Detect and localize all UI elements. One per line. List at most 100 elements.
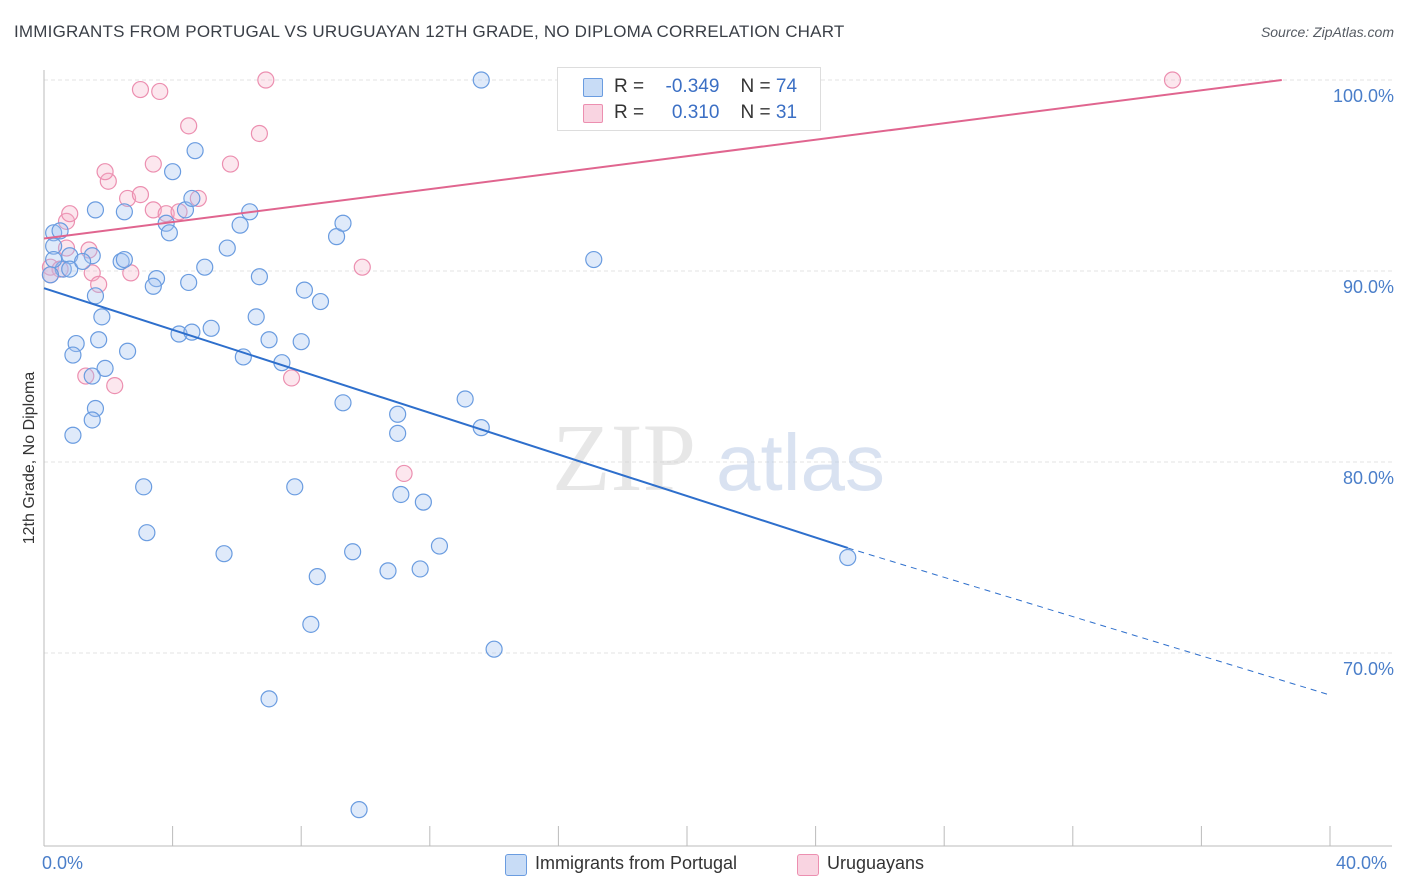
point-uruguayans — [118, 189, 137, 208]
watermark-atlas: atlas — [716, 418, 885, 507]
bottom-legend-label-uruguayans: Uruguayans — [827, 853, 925, 873]
point-portugal — [379, 562, 397, 580]
bottom-legend-label-portugal: Immigrants from Portugal — [535, 853, 738, 873]
point-uruguayans — [151, 82, 169, 101]
point-portugal — [64, 426, 82, 444]
chart-title: IMMIGRANTS FROM PORTUGAL VS URUGUAYAN 12… — [14, 22, 845, 41]
point-portugal — [295, 281, 314, 299]
point-portugal — [73, 252, 92, 271]
point-portugal — [334, 394, 352, 412]
point-portugal — [389, 405, 407, 423]
point-portugal — [334, 214, 352, 232]
point-portugal — [115, 250, 133, 269]
point-portugal — [250, 268, 269, 286]
y-tick-label-80: 80.0% — [1342, 468, 1394, 488]
point-uruguayans — [395, 464, 413, 483]
bottom-legend-swatch-portugal — [505, 854, 527, 876]
point-uruguayans — [99, 172, 117, 190]
point-uruguayans — [282, 369, 301, 387]
point-portugal — [61, 260, 79, 278]
point-uruguayans — [144, 155, 162, 173]
x-tick-label-min: 0.0% — [42, 853, 84, 873]
point-uruguayans — [180, 117, 198, 135]
bottom-legend-swatch-uruguayans — [797, 854, 819, 876]
point-portugal — [183, 189, 201, 208]
point-uruguayans — [1163, 71, 1182, 89]
y-tick-label-90: 90.0% — [1342, 277, 1394, 297]
point-portugal — [202, 319, 220, 337]
point-portugal — [472, 71, 490, 89]
legend-r-value-portugal: -0.349 — [665, 76, 720, 97]
point-portugal — [311, 292, 330, 311]
point-portugal — [260, 331, 278, 349]
legend-n-label: N = — [740, 102, 771, 123]
point-portugal — [64, 346, 82, 364]
point-uruguayans — [353, 258, 371, 276]
point-uruguayans — [77, 367, 95, 385]
point-portugal — [96, 359, 114, 378]
point-portugal — [247, 308, 265, 326]
point-portugal — [90, 331, 108, 349]
point-uruguayans — [250, 124, 269, 143]
legend-swatch-uruguayans — [583, 104, 603, 123]
point-portugal — [411, 560, 429, 578]
point-portugal — [392, 485, 410, 504]
watermark-zip: ZIP — [552, 404, 696, 511]
point-portugal — [485, 640, 503, 658]
point-uruguayans — [96, 163, 114, 181]
point-portugal — [350, 801, 368, 819]
point-portugal — [389, 424, 407, 442]
point-portugal — [138, 524, 156, 542]
point-portugal — [302, 615, 320, 633]
point-portugal — [215, 545, 233, 563]
point-portugal — [45, 250, 63, 269]
point-portugal — [292, 333, 310, 351]
point-portugal — [196, 258, 214, 276]
point-portugal — [260, 690, 278, 708]
legend-r-label: R = — [614, 102, 645, 123]
point-uruguayans — [189, 189, 207, 208]
trendline-portugal — [43, 287, 849, 549]
legend-swatch-portugal — [583, 78, 603, 97]
point-uruguayans — [106, 377, 124, 395]
point-portugal — [51, 222, 69, 240]
point-portugal — [286, 478, 304, 496]
point-uruguayans — [157, 205, 175, 223]
point-portugal — [430, 537, 449, 555]
point-portugal — [86, 201, 105, 219]
point-portugal — [344, 543, 362, 561]
point-portugal — [839, 548, 857, 567]
point-portugal — [180, 273, 198, 292]
point-portugal — [118, 342, 137, 360]
point-portugal — [186, 142, 204, 160]
point-uruguayans — [170, 203, 188, 221]
point-portugal — [164, 163, 182, 181]
trendline-portugal-extrapolated — [847, 547, 1331, 696]
trendline-uruguayans — [43, 79, 1282, 240]
legend-n-value-uruguayans: 31 — [775, 102, 798, 123]
point-portugal — [93, 308, 111, 326]
point-portugal — [231, 216, 249, 234]
point-portugal — [86, 287, 105, 305]
point-portugal — [41, 266, 60, 284]
point-uruguayans — [144, 201, 162, 219]
point-portugal — [83, 367, 101, 385]
point-portugal — [160, 224, 178, 242]
point-portugal — [183, 323, 201, 341]
point-uruguayans — [131, 186, 150, 204]
point-portugal — [218, 239, 236, 257]
correlation-legend: R = -0.349 N = 74 R = 0.310 N = 31 — [557, 67, 821, 131]
point-portugal — [83, 411, 101, 429]
y-tick-label-100: 100.0% — [1332, 86, 1394, 106]
source-label: Source: ZipAtlas.com — [1260, 24, 1394, 40]
legend-r-value-uruguayans: 0.310 — [671, 102, 720, 123]
point-uruguayans — [61, 205, 79, 223]
legend-r-label: R = — [614, 76, 645, 97]
point-portugal — [308, 567, 326, 586]
legend-n-value-portugal: 74 — [775, 76, 798, 97]
x-tick-label-max: 40.0% — [1336, 853, 1388, 873]
point-uruguayans — [257, 71, 275, 89]
point-uruguayans — [221, 155, 240, 173]
legend-n-label: N = — [740, 76, 771, 97]
